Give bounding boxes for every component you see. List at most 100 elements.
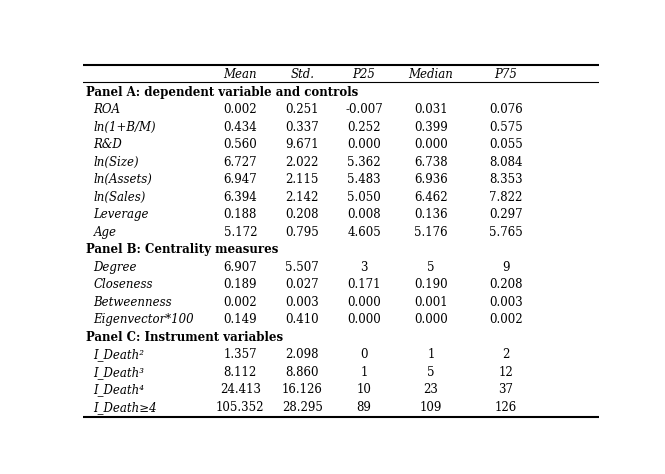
Text: 0.337: 0.337	[285, 120, 319, 134]
Text: 0.399: 0.399	[414, 120, 448, 134]
Text: Leverage: Leverage	[93, 208, 149, 221]
Text: 5.172: 5.172	[223, 226, 257, 239]
Text: 126: 126	[495, 401, 517, 414]
Text: P75: P75	[494, 68, 517, 81]
Text: 6.727: 6.727	[223, 155, 257, 169]
Text: 0.000: 0.000	[414, 138, 448, 151]
Text: 6.462: 6.462	[414, 191, 448, 204]
Text: 0.208: 0.208	[489, 278, 523, 292]
Text: 2.022: 2.022	[285, 155, 319, 169]
Text: 0.000: 0.000	[414, 313, 448, 326]
Text: 0.002: 0.002	[223, 296, 257, 309]
Text: 6.738: 6.738	[414, 155, 448, 169]
Text: 6.907: 6.907	[223, 261, 257, 274]
Text: 89: 89	[356, 401, 372, 414]
Text: ln(Sales): ln(Sales)	[93, 191, 146, 204]
Text: 5.507: 5.507	[285, 261, 319, 274]
Text: 0.795: 0.795	[285, 226, 319, 239]
Text: 8.353: 8.353	[489, 173, 523, 186]
Text: 0.001: 0.001	[414, 296, 448, 309]
Text: 109: 109	[420, 401, 442, 414]
Text: 5.050: 5.050	[347, 191, 381, 204]
Text: 0.031: 0.031	[414, 103, 448, 116]
Text: R&D: R&D	[93, 138, 122, 151]
Text: 37: 37	[498, 383, 513, 396]
Text: 0.171: 0.171	[347, 278, 381, 292]
Text: 0.188: 0.188	[223, 208, 257, 221]
Text: Betweenness: Betweenness	[93, 296, 172, 309]
Text: 0.003: 0.003	[489, 296, 523, 309]
Text: 2.098: 2.098	[285, 348, 319, 361]
Text: 12: 12	[498, 366, 513, 379]
Text: 0.208: 0.208	[285, 208, 319, 221]
Text: 0.000: 0.000	[347, 296, 381, 309]
Text: 3: 3	[360, 261, 368, 274]
Text: -0.007: -0.007	[345, 103, 383, 116]
Text: 0: 0	[360, 348, 368, 361]
Text: 5: 5	[427, 366, 435, 379]
Text: 0.002: 0.002	[489, 313, 523, 326]
Text: 0.252: 0.252	[347, 120, 381, 134]
Text: 0.055: 0.055	[489, 138, 523, 151]
Text: Age: Age	[93, 226, 116, 239]
Text: 8.112: 8.112	[223, 366, 257, 379]
Text: 105.352: 105.352	[216, 401, 265, 414]
Text: 0.189: 0.189	[223, 278, 257, 292]
Text: Panel B: Centrality measures: Panel B: Centrality measures	[86, 243, 278, 256]
Text: 8.860: 8.860	[285, 366, 319, 379]
Text: 6.394: 6.394	[223, 191, 257, 204]
Text: 0.002: 0.002	[223, 103, 257, 116]
Text: 0.297: 0.297	[489, 208, 523, 221]
Text: 10: 10	[356, 383, 372, 396]
Text: 5.362: 5.362	[347, 155, 381, 169]
Text: 2.115: 2.115	[285, 173, 319, 186]
Text: 0.410: 0.410	[285, 313, 319, 326]
Text: I_Death≥4: I_Death≥4	[93, 401, 157, 414]
Text: 1: 1	[360, 366, 368, 379]
Text: ln(Assets): ln(Assets)	[93, 173, 152, 186]
Text: Panel C: Instrument variables: Panel C: Instrument variables	[86, 331, 283, 344]
Text: 6.947: 6.947	[223, 173, 257, 186]
Text: 0.190: 0.190	[414, 278, 448, 292]
Text: 0.434: 0.434	[223, 120, 257, 134]
Text: Panel A: dependent variable and controls: Panel A: dependent variable and controls	[86, 86, 358, 99]
Text: 4.605: 4.605	[347, 226, 381, 239]
Text: 0.000: 0.000	[347, 138, 381, 151]
Text: 5.176: 5.176	[414, 226, 448, 239]
Text: 2.142: 2.142	[285, 191, 319, 204]
Text: Mean: Mean	[223, 68, 257, 81]
Text: 23: 23	[424, 383, 438, 396]
Text: I_Death²: I_Death²	[93, 348, 144, 361]
Text: 0.027: 0.027	[285, 278, 319, 292]
Text: 2: 2	[502, 348, 509, 361]
Text: 7.822: 7.822	[489, 191, 523, 204]
Text: I_Death⁴: I_Death⁴	[93, 383, 144, 396]
Text: 16.126: 16.126	[282, 383, 323, 396]
Text: 0.136: 0.136	[414, 208, 448, 221]
Text: 28.295: 28.295	[282, 401, 323, 414]
Text: Median: Median	[408, 68, 454, 81]
Text: P25: P25	[352, 68, 376, 81]
Text: 5.483: 5.483	[347, 173, 381, 186]
Text: ROA: ROA	[93, 103, 120, 116]
Text: ln(Size): ln(Size)	[93, 155, 139, 169]
Text: 8.084: 8.084	[489, 155, 523, 169]
Text: 0.000: 0.000	[347, 313, 381, 326]
Text: 24.413: 24.413	[220, 383, 261, 396]
Text: 0.076: 0.076	[489, 103, 523, 116]
Text: 0.560: 0.560	[223, 138, 257, 151]
Text: ln(1+B/M): ln(1+B/M)	[93, 120, 156, 134]
Text: Closeness: Closeness	[93, 278, 153, 292]
Text: 9: 9	[502, 261, 509, 274]
Text: 1.357: 1.357	[223, 348, 257, 361]
Text: Std.: Std.	[290, 68, 314, 81]
Text: Eigenvector*100: Eigenvector*100	[93, 313, 194, 326]
Text: 5.765: 5.765	[489, 226, 523, 239]
Text: 6.936: 6.936	[414, 173, 448, 186]
Text: 5: 5	[427, 261, 435, 274]
Text: 0.251: 0.251	[285, 103, 319, 116]
Text: 0.008: 0.008	[347, 208, 381, 221]
Text: 1: 1	[428, 348, 435, 361]
Text: 9.671: 9.671	[285, 138, 319, 151]
Text: Degree: Degree	[93, 261, 137, 274]
